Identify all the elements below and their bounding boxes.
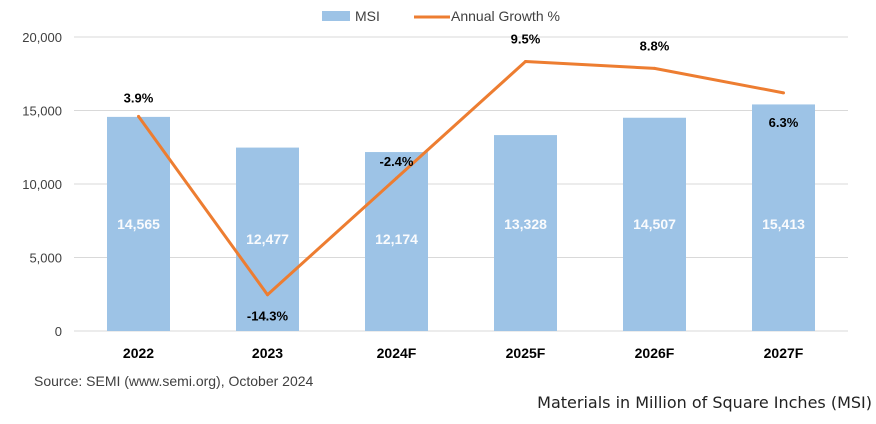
- growth-point-2023: [266, 293, 269, 297]
- x-tick-label-2022: 2022: [123, 345, 154, 361]
- growth-label-2025F: 9.5%: [511, 32, 541, 47]
- bar-value-label-2027F: 15,413: [762, 216, 805, 232]
- bar-value-label-2024F: 12,174: [375, 231, 418, 247]
- growth-label-2027F: 6.3%: [769, 115, 799, 130]
- legend-label-msi: MSI: [355, 8, 380, 24]
- x-tick-label-2023: 2023: [252, 345, 283, 361]
- bar-2027F: [752, 104, 815, 332]
- bar-2023: [236, 147, 299, 331]
- growth-label-2024F: -2.4%: [380, 154, 414, 169]
- growth-point-2022: [137, 114, 140, 118]
- chart-caption: Materials in Million of Square Inches (M…: [537, 393, 872, 412]
- x-tick-label-2026F: 2026F: [635, 345, 675, 361]
- y-tick-label-15000: 15,000: [22, 104, 62, 119]
- legend-label-growth: Annual Growth %: [451, 8, 560, 24]
- growth-point-2025F: [524, 60, 527, 63]
- bar-2022: [107, 116, 170, 331]
- x-tick-label-2024F: 2024F: [377, 345, 417, 361]
- bar-value-label-2022: 14,565: [117, 216, 160, 232]
- legend-swatch-msi: [322, 11, 350, 21]
- growth-point-2027F: [782, 91, 785, 95]
- x-tick-label-2027F: 2027F: [764, 345, 804, 361]
- growth-point-2026F: [653, 66, 656, 70]
- bar-value-label-2026F: 14,507: [633, 216, 676, 232]
- source-note: Source: SEMI (www.semi.org), October 202…: [34, 373, 314, 389]
- y-tick-label-20000: 20,000: [22, 30, 62, 45]
- growth-label-2022: 3.9%: [124, 90, 154, 105]
- x-tick-label-2025F: 2025F: [506, 345, 546, 361]
- bar-2026F: [623, 117, 686, 331]
- y-tick-label-10000: 10,000: [22, 177, 62, 192]
- y-tick-label-0: 0: [55, 324, 62, 339]
- y-tick-label-5000: 5,000: [29, 251, 62, 266]
- bar-2025F: [494, 135, 557, 331]
- growth-label-2026F: 8.8%: [640, 38, 670, 53]
- growth-point-2024F: [395, 176, 398, 180]
- growth-label-2023: -14.3%: [247, 309, 289, 324]
- bar-2024F: [365, 152, 428, 331]
- bar-value-label-2025F: 13,328: [504, 216, 547, 232]
- bar-value-label-2023: 12,477: [246, 231, 289, 247]
- growth-line: [137, 60, 784, 297]
